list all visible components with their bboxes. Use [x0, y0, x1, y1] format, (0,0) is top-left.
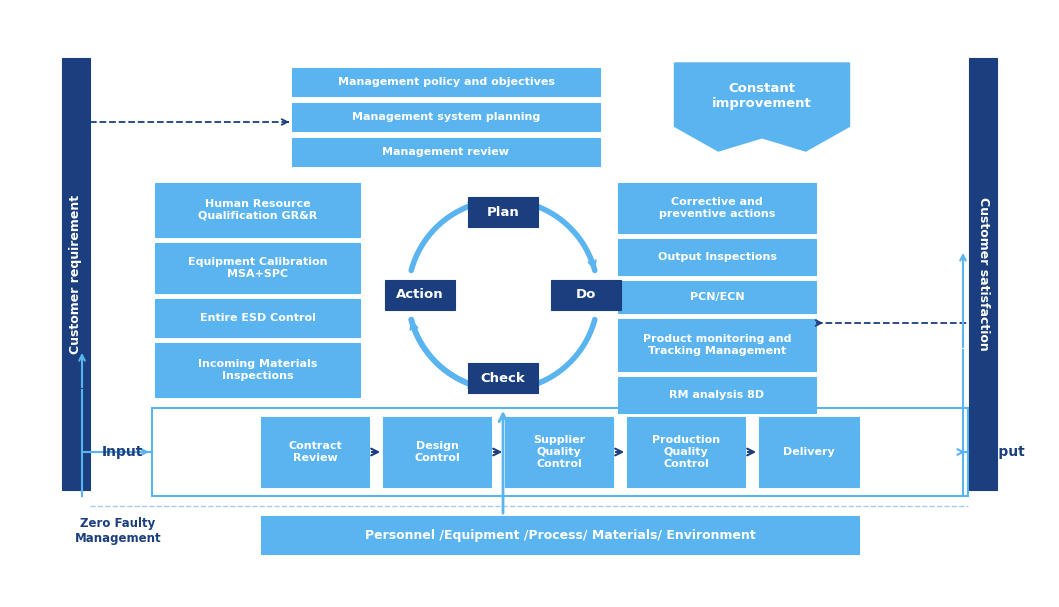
- Bar: [152, 408, 968, 496]
- Bar: [155, 343, 360, 397]
- Text: Corrective and
preventive actions: Corrective and preventive actions: [659, 197, 775, 219]
- Text: Output Inspections: Output Inspections: [658, 252, 776, 262]
- Text: Check: Check: [481, 371, 525, 384]
- Text: Management review: Management review: [382, 147, 509, 157]
- Bar: [62, 58, 90, 490]
- Bar: [292, 68, 600, 96]
- Bar: [468, 363, 538, 393]
- Text: Plan: Plan: [487, 206, 519, 219]
- Bar: [618, 183, 816, 233]
- Text: Customer satisfaction: Customer satisfaction: [976, 197, 989, 351]
- Bar: [618, 281, 816, 313]
- Text: Contract
Review: Contract Review: [288, 441, 342, 463]
- Bar: [383, 417, 491, 487]
- Text: Incoming Materials
Inspections: Incoming Materials Inspections: [198, 359, 318, 381]
- Text: Production
Quality
Control: Production Quality Control: [652, 435, 720, 469]
- Bar: [618, 319, 816, 371]
- Text: Management policy and objectives: Management policy and objectives: [338, 77, 555, 87]
- Bar: [155, 183, 360, 237]
- Bar: [618, 239, 816, 275]
- Text: Entire ESD Control: Entire ESD Control: [199, 313, 316, 323]
- Text: Delivery: Delivery: [783, 447, 834, 457]
- Text: Personnel /Equipment /Process/ Materials/ Environment: Personnel /Equipment /Process/ Materials…: [364, 529, 755, 541]
- Text: Design
Control: Design Control: [414, 441, 460, 463]
- Bar: [759, 417, 859, 487]
- Text: Equipment Calibration
MSA+SPC: Equipment Calibration MSA+SPC: [187, 257, 327, 279]
- Bar: [292, 103, 600, 131]
- Text: Supplier
Quality
Control: Supplier Quality Control: [533, 435, 585, 469]
- Text: Input: Input: [102, 445, 143, 459]
- Bar: [618, 377, 816, 413]
- Bar: [627, 417, 744, 487]
- Text: Action: Action: [396, 288, 444, 302]
- Polygon shape: [675, 63, 849, 151]
- Bar: [385, 280, 455, 310]
- Bar: [261, 516, 859, 554]
- Bar: [468, 197, 538, 227]
- Text: Management system planning: Management system planning: [352, 112, 540, 122]
- Text: Zero Faulty
Management: Zero Faulty Management: [75, 517, 161, 545]
- Bar: [551, 280, 621, 310]
- Bar: [292, 138, 600, 166]
- Bar: [155, 299, 360, 337]
- Text: PCN/ECN: PCN/ECN: [689, 292, 744, 302]
- Text: Constant
improvement: Constant improvement: [712, 83, 812, 110]
- Bar: [261, 417, 369, 487]
- Text: RM analysis 8D: RM analysis 8D: [669, 390, 765, 400]
- Text: Output: Output: [971, 445, 1025, 459]
- Text: Customer requirement: Customer requirement: [70, 194, 83, 353]
- Bar: [969, 58, 997, 490]
- Bar: [505, 417, 613, 487]
- Text: Human Resource
Qualification GR&R: Human Resource Qualification GR&R: [198, 199, 317, 221]
- Bar: [155, 243, 360, 293]
- Text: Product monitoring and
Tracking Management: Product monitoring and Tracking Manageme…: [643, 334, 791, 356]
- Text: Do: Do: [576, 288, 596, 302]
